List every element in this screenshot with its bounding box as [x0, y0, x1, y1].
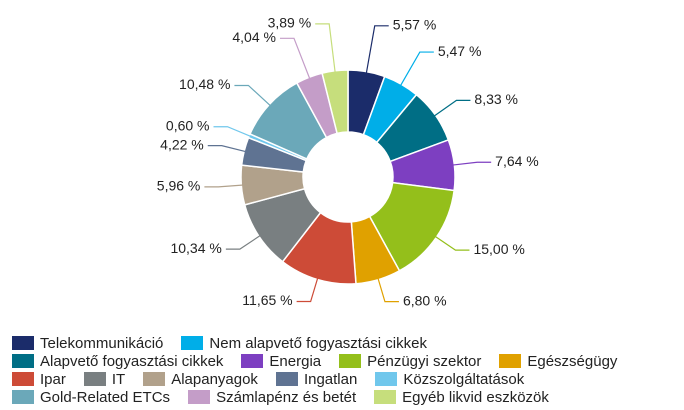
leader-line [432, 234, 470, 251]
legend-label: Pénzügyi szektor [367, 352, 482, 370]
data-label: 5,96 % [157, 178, 201, 194]
legend-swatch [275, 372, 298, 386]
leader-line [213, 126, 254, 138]
leader-line [225, 233, 263, 250]
legend-swatch [375, 372, 398, 386]
legend-label: Alapanyagok [171, 370, 258, 388]
legend-label: Alapvető fogyasztási cikkek [40, 352, 224, 370]
leader-line [207, 145, 249, 153]
legend-swatch [374, 390, 397, 404]
leader-line [431, 99, 471, 119]
legend-item: Közszolgáltatások [375, 371, 524, 388]
data-label: 5,47 % [438, 43, 482, 59]
data-label: 10,48 % [179, 76, 230, 92]
data-label: 11,65 % [242, 292, 292, 308]
legend-item: Ingatlan [275, 370, 358, 388]
donut-chart: 5,57 %5,47 % 8,33 % 7,64 % 15,00 % 6,80 % 11,… [157, 15, 539, 309]
leader-line [398, 51, 434, 89]
data-label: 10,34 % [170, 240, 221, 256]
legend-row: Ipar IT Alapanyagok Ingatlan Közszolgáltatás… [12, 370, 684, 388]
legend-item: Egészségügy [499, 353, 617, 370]
legend-item: IT [83, 370, 126, 388]
legend: Telekommunikáció Nem alapvető fogyasztási… [12, 334, 684, 406]
slice [321, 69, 349, 135]
legend-label: IT [111, 370, 126, 388]
data-label: 0,60 % [166, 117, 210, 133]
legend-row: Alapvető fogyasztási cikkek Energia Pénzüg… [12, 352, 684, 370]
legend-item: Telekommunikáció [12, 335, 163, 352]
legend-label: Egészségügy [527, 352, 618, 370]
leader-line [204, 184, 246, 188]
legend-swatch [499, 354, 522, 368]
legend-swatch [83, 372, 106, 386]
legend-item: Alapvető fogyasztási cikkek [12, 353, 223, 370]
data-label: 7,64 % [495, 153, 539, 169]
legend-label: Nem alapvető fogyasztási cikkek [209, 334, 427, 352]
legend-swatch [12, 354, 34, 368]
legend-swatch [181, 336, 204, 350]
leader-line [234, 84, 273, 108]
legend-item: Ipar [12, 371, 66, 388]
legend-swatch [12, 372, 34, 386]
data-label: 5,57 % [393, 17, 437, 33]
leader-line [296, 275, 319, 303]
data-label: 6,80 % [403, 292, 447, 308]
legend-swatch [143, 372, 166, 386]
legend-label: Ingatlan [303, 370, 358, 388]
data-label: 15,00 % [473, 241, 524, 257]
legend-item: Gold-Related ETCs [12, 389, 170, 406]
legend-swatch [12, 336, 34, 350]
legend-label: Közszolgáltatások [403, 370, 525, 388]
data-label: 4,22 % [160, 136, 204, 152]
legend-item: Pénzügyi szektor [339, 353, 481, 370]
legend-swatch [241, 354, 264, 368]
legend-row: Telekommunikáció Nem alapvető fogyasztási… [12, 334, 684, 352]
legend-item: Energia [241, 353, 321, 370]
legend-swatch [188, 390, 211, 404]
leader-line [365, 25, 389, 76]
legend-item: Alapanyagok [143, 371, 258, 388]
legend-row: Gold-Related ETCs Számlapénz és betét Egyé… [12, 388, 684, 406]
leader-line [376, 275, 399, 303]
legend-label: Egyéb likvid eszközök [402, 388, 549, 406]
leader-line [315, 23, 337, 75]
legend-item: Számlapénz és betét [188, 389, 356, 406]
data-label: 3,89 % [268, 15, 312, 31]
legend-label: Gold-Related ETCs [40, 388, 171, 406]
legend-label: Számlapénz és betét [216, 388, 357, 406]
data-label: 4,04 % [232, 29, 276, 45]
legend-label: Ipar [40, 370, 66, 388]
leader-line [450, 161, 492, 166]
legend-swatch [339, 354, 362, 368]
legend-item: Egyéb likvid eszközök [374, 389, 549, 406]
legend-label: Telekommunikáció [40, 334, 164, 352]
legend-item: Nem alapvető fogyasztási cikkek [181, 335, 427, 352]
legend-label: Energia [269, 352, 322, 370]
legend-swatch [12, 390, 34, 404]
leader-line [279, 37, 312, 82]
data-label: 8,33 % [474, 91, 518, 107]
